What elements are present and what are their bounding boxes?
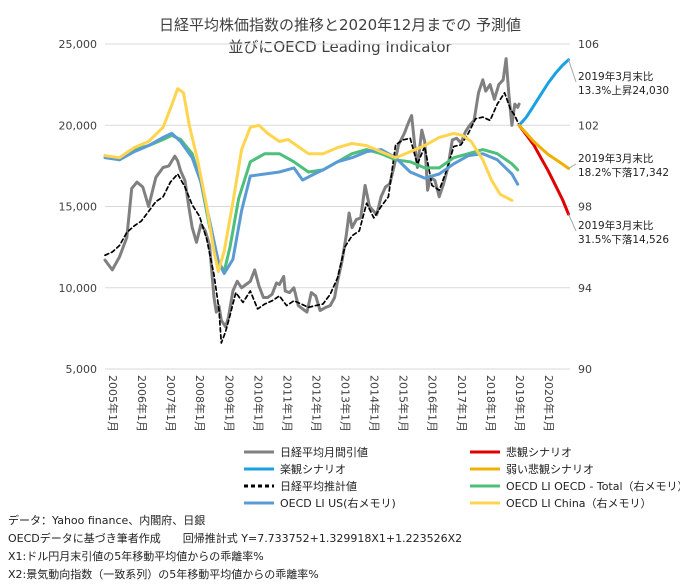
x-tick-label: 2012年1月 <box>309 375 323 432</box>
annotation-leader <box>568 213 577 232</box>
legend-label: OECD LI China（右メモリ） <box>506 496 652 510</box>
annotation-text: 2019年3月末比 <box>578 152 653 165</box>
x-tick-label: 2010年1月 <box>251 375 265 432</box>
legend-label: 弱い悲観シナリオ <box>506 462 594 476</box>
annotation-text: 13.3%上昇24,030 <box>578 85 669 97</box>
x-tick-label: 2015年1月 <box>397 375 411 432</box>
x-tick-label: 2020年1月 <box>542 375 556 432</box>
series-line <box>103 57 521 329</box>
footer-x1: X1:ドル円月末引値の5年移動平均値からの乖離率% <box>8 550 264 563</box>
y-right-tick-label: 106 <box>578 38 599 51</box>
legend-label: 日経平均推計値 <box>280 479 357 493</box>
annotation-leader <box>568 163 577 169</box>
legend-label: 楽観シナリオ <box>280 462 346 476</box>
series-line <box>517 123 570 170</box>
footer-method: OECDデータに基づき筆者作成 回帰推計式 Y=7.733752+1.32991… <box>8 532 463 545</box>
legend-label: 日経平均月間引値 <box>280 445 368 459</box>
chart-subtitle: 並びにOECD Leading Indicator <box>228 38 452 56</box>
series-line <box>104 91 520 344</box>
legend-label: 悲観シナリオ <box>506 445 572 459</box>
x-tick-label: 2016年1月 <box>426 375 440 432</box>
series-line <box>103 133 520 273</box>
x-tick-label: 2017年1月 <box>455 375 469 432</box>
y-left-tick-label: 20,000 <box>59 119 98 132</box>
series-line <box>103 87 514 273</box>
annotation-text: 18.2%下落17,342 <box>578 167 669 179</box>
annotation-text: 2019年3月末比 <box>578 70 653 83</box>
x-tick-label: 2009年1月 <box>222 375 236 432</box>
y-right-tick-label: 98 <box>578 201 592 214</box>
y-right-tick-label: 90 <box>578 363 592 376</box>
annotation-text: 31.5%下落14,526 <box>578 234 669 246</box>
annotation-text: 2019年3月末比 <box>578 219 653 232</box>
legend-label: OECD LI US(右メモリ) <box>280 496 396 510</box>
x-tick-label: 2008年1月 <box>193 375 207 432</box>
series-line <box>517 58 570 127</box>
y-left-tick-label: 10,000 <box>59 282 98 295</box>
annotation-leader <box>568 59 577 83</box>
series-line <box>517 123 570 216</box>
legend-label: OECD LI OECD - Total（右メモリ） <box>506 479 680 493</box>
x-tick-label: 2013年1月 <box>339 375 353 432</box>
footer-x2: X2:景気動向指数（一致系列）の5年移動平均値からの乖離率% <box>8 568 319 581</box>
x-tick-label: 2018年1月 <box>484 375 498 432</box>
x-tick-label: 2007年1月 <box>164 375 178 432</box>
x-tick-label: 2019年1月 <box>513 375 527 432</box>
x-tick-label: 2011年1月 <box>280 375 294 432</box>
x-tick-label: 2005年1月 <box>106 375 120 432</box>
series-line <box>103 131 520 275</box>
x-tick-label: 2006年1月 <box>135 375 149 432</box>
y-left-tick-label: 5,000 <box>66 363 98 376</box>
y-right-tick-label: 102 <box>578 119 599 132</box>
y-left-tick-label: 15,000 <box>59 201 98 214</box>
x-tick-label: 2014年1月 <box>368 375 382 432</box>
footer-source: データ：Yahoo finance、内閣府、日銀 <box>8 514 206 527</box>
y-left-tick-label: 25,000 <box>59 38 98 51</box>
y-right-tick-label: 94 <box>578 282 592 295</box>
chart-title: 日経平均株価指数の推移と2020年12月までの 予測値 <box>158 16 522 34</box>
